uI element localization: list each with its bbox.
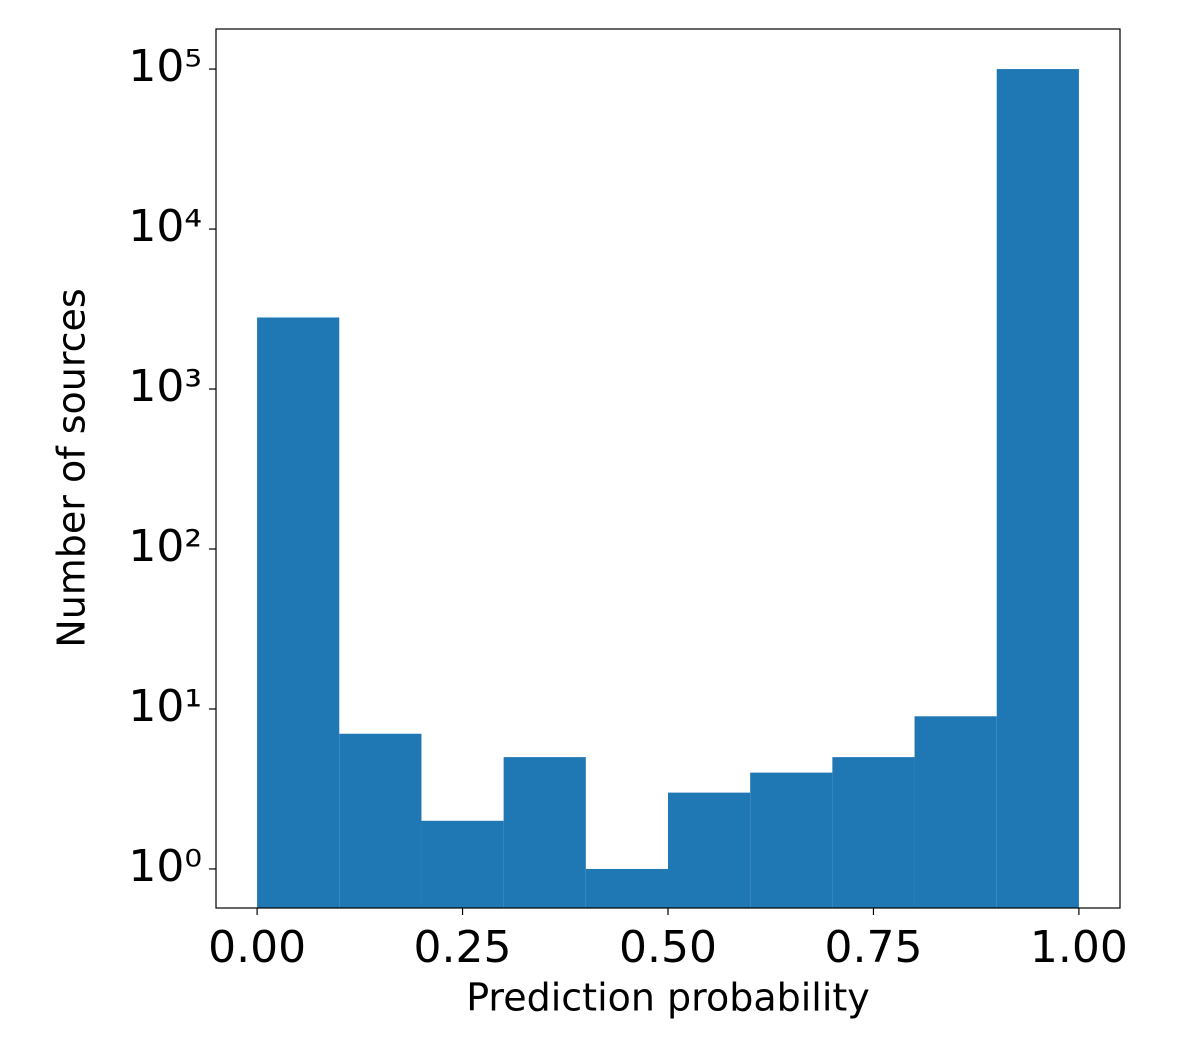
bar xyxy=(832,757,915,908)
bar xyxy=(750,772,833,908)
y-tick-label: 10⁰ xyxy=(128,841,202,892)
bar xyxy=(503,757,586,908)
y-tick-label: 10² xyxy=(128,521,202,572)
x-tick-label: 1.00 xyxy=(1030,922,1128,973)
y-tick-label: 10⁴ xyxy=(128,201,202,252)
y-tick-label: 10⁵ xyxy=(128,41,202,92)
bar xyxy=(257,317,340,908)
bar xyxy=(996,69,1079,908)
y-tick-label: 10¹ xyxy=(128,681,202,732)
y-tick-label: 10³ xyxy=(128,361,202,412)
bar xyxy=(914,716,997,908)
x-tick-label: 0.25 xyxy=(414,922,512,973)
x-tick-label: 0.50 xyxy=(619,922,717,973)
bar xyxy=(668,792,751,908)
x-tick-label: 0.00 xyxy=(208,922,306,973)
x-tick-label: 0.75 xyxy=(824,922,922,973)
y-axis-label: Number of sources xyxy=(50,288,94,647)
bar xyxy=(421,820,504,908)
bar xyxy=(339,733,422,908)
bar xyxy=(585,868,668,908)
x-axis-label: Prediction probability xyxy=(466,976,870,1020)
